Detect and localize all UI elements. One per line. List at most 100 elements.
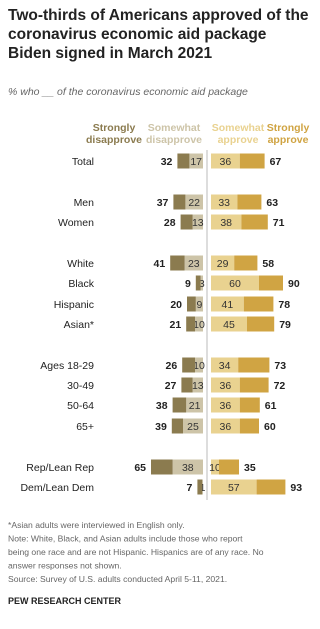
bar-segment bbox=[219, 459, 239, 475]
row-label: White bbox=[67, 258, 94, 270]
row-label: Black bbox=[68, 278, 94, 290]
bar-segment bbox=[239, 377, 269, 393]
data-label: 41 bbox=[222, 299, 234, 311]
row-label: Men bbox=[74, 197, 95, 209]
row-label: 50-64 bbox=[67, 400, 94, 412]
net-label: 26 bbox=[166, 360, 178, 372]
row-label: Asian* bbox=[64, 319, 94, 331]
bar-segment bbox=[183, 418, 203, 434]
bar-segment bbox=[211, 153, 240, 169]
data-label: 60 bbox=[229, 278, 241, 290]
footnote: *Asian adults were interviewed in Englis… bbox=[8, 520, 185, 530]
bar-segment bbox=[197, 479, 203, 495]
bar-segment bbox=[239, 418, 259, 434]
chart-title: Two-thirds of Americans approved of the bbox=[8, 7, 309, 24]
bar-segment bbox=[211, 357, 239, 373]
bar-segment bbox=[211, 194, 238, 210]
bar-segment bbox=[180, 214, 193, 230]
bar-segment bbox=[186, 316, 195, 332]
chart: Two-thirds of Americans approved of the … bbox=[8, 7, 309, 606]
bar-segment bbox=[211, 296, 244, 312]
data-label: 36 bbox=[220, 156, 232, 168]
bar-segment bbox=[211, 397, 240, 413]
bar-segment bbox=[172, 459, 203, 475]
data-label: 23 bbox=[188, 258, 200, 270]
bar-segment bbox=[195, 316, 203, 332]
net-label: 37 bbox=[157, 197, 169, 209]
row-label: Dem/Lean Dem bbox=[20, 482, 94, 494]
legend-header: Strongly disapprove bbox=[85, 122, 143, 146]
row-label: 30-49 bbox=[67, 380, 94, 392]
data-label: 13 bbox=[192, 380, 204, 392]
bar-segment bbox=[211, 214, 242, 230]
net-label: 35 bbox=[244, 462, 256, 474]
data-label: 1 bbox=[200, 482, 206, 494]
bar-segment bbox=[211, 275, 259, 291]
bar-segment bbox=[181, 377, 193, 393]
bar-segment bbox=[185, 194, 203, 210]
bar-segment bbox=[173, 194, 186, 210]
bar-segment bbox=[187, 296, 196, 312]
data-label: 38 bbox=[220, 217, 232, 229]
bar-segment bbox=[184, 255, 203, 271]
row-label: Ages 18-29 bbox=[40, 360, 94, 372]
net-label: 67 bbox=[270, 156, 282, 168]
bar-segment bbox=[200, 275, 203, 291]
bar-segment bbox=[234, 255, 258, 271]
net-label: 32 bbox=[161, 156, 173, 168]
net-label: 28 bbox=[164, 217, 176, 229]
data-label: 10 bbox=[193, 319, 205, 331]
data-label: 34 bbox=[219, 360, 231, 372]
net-label: 27 bbox=[165, 380, 177, 392]
bar-segment bbox=[243, 296, 274, 312]
bar-segment bbox=[239, 153, 265, 169]
source-org: PEW RESEARCH CENTER bbox=[8, 596, 122, 606]
data-label: 3 bbox=[199, 278, 205, 290]
chart-title: Biden signed in March 2021 bbox=[8, 45, 213, 62]
bar-segment bbox=[170, 255, 185, 271]
bar-segment bbox=[171, 418, 183, 434]
bar-segment bbox=[192, 214, 203, 230]
footnote: Note: White, Black, and Asian adults inc… bbox=[8, 534, 243, 544]
net-label: 20 bbox=[170, 299, 182, 311]
data-label: 17 bbox=[190, 156, 202, 168]
bar-segment bbox=[211, 418, 240, 434]
data-label: 21 bbox=[189, 400, 201, 412]
net-label: 60 bbox=[264, 421, 276, 433]
bar-segment bbox=[186, 397, 203, 413]
row-label: Women bbox=[58, 217, 94, 229]
net-label: 7 bbox=[187, 482, 193, 494]
data-label: 10 bbox=[209, 462, 221, 474]
chart-title: coronavirus economic aid package bbox=[8, 26, 267, 43]
data-label: 22 bbox=[188, 197, 200, 209]
bar-segment bbox=[211, 459, 219, 475]
net-label: 65 bbox=[134, 462, 146, 474]
bar-segment bbox=[195, 357, 203, 373]
bar-segment bbox=[211, 316, 247, 332]
legend-header: Somewhat disapprove bbox=[145, 122, 203, 146]
bar-segment bbox=[256, 479, 286, 495]
bar-segment bbox=[239, 397, 260, 413]
legend-header: Strongly approve bbox=[266, 122, 310, 146]
footnote: being one race and are not Hispanic. His… bbox=[8, 547, 264, 557]
bar-segment bbox=[195, 275, 201, 291]
page: {"chart_data": { "type": "diverging-bar"… bbox=[8, 7, 310, 606]
bar-segment bbox=[182, 357, 195, 373]
footnote: Source: Survey of U.S. adults conducted … bbox=[8, 574, 227, 584]
net-label: 90 bbox=[288, 278, 300, 290]
net-label: 63 bbox=[266, 197, 278, 209]
bar-segment bbox=[192, 377, 203, 393]
net-label: 38 bbox=[156, 400, 168, 412]
data-label: 33 bbox=[218, 197, 230, 209]
net-label: 58 bbox=[262, 258, 274, 270]
row-label: Total bbox=[72, 156, 94, 168]
bar-segment bbox=[211, 377, 240, 393]
footnote: answer responses not shown. bbox=[8, 561, 122, 571]
row-label: Hispanic bbox=[54, 299, 94, 311]
net-label: 93 bbox=[290, 482, 302, 494]
net-label: 73 bbox=[274, 360, 286, 372]
net-label: 79 bbox=[279, 319, 291, 331]
data-label: 36 bbox=[220, 400, 232, 412]
data-label: 10 bbox=[193, 360, 205, 372]
bar-segment bbox=[211, 479, 257, 495]
